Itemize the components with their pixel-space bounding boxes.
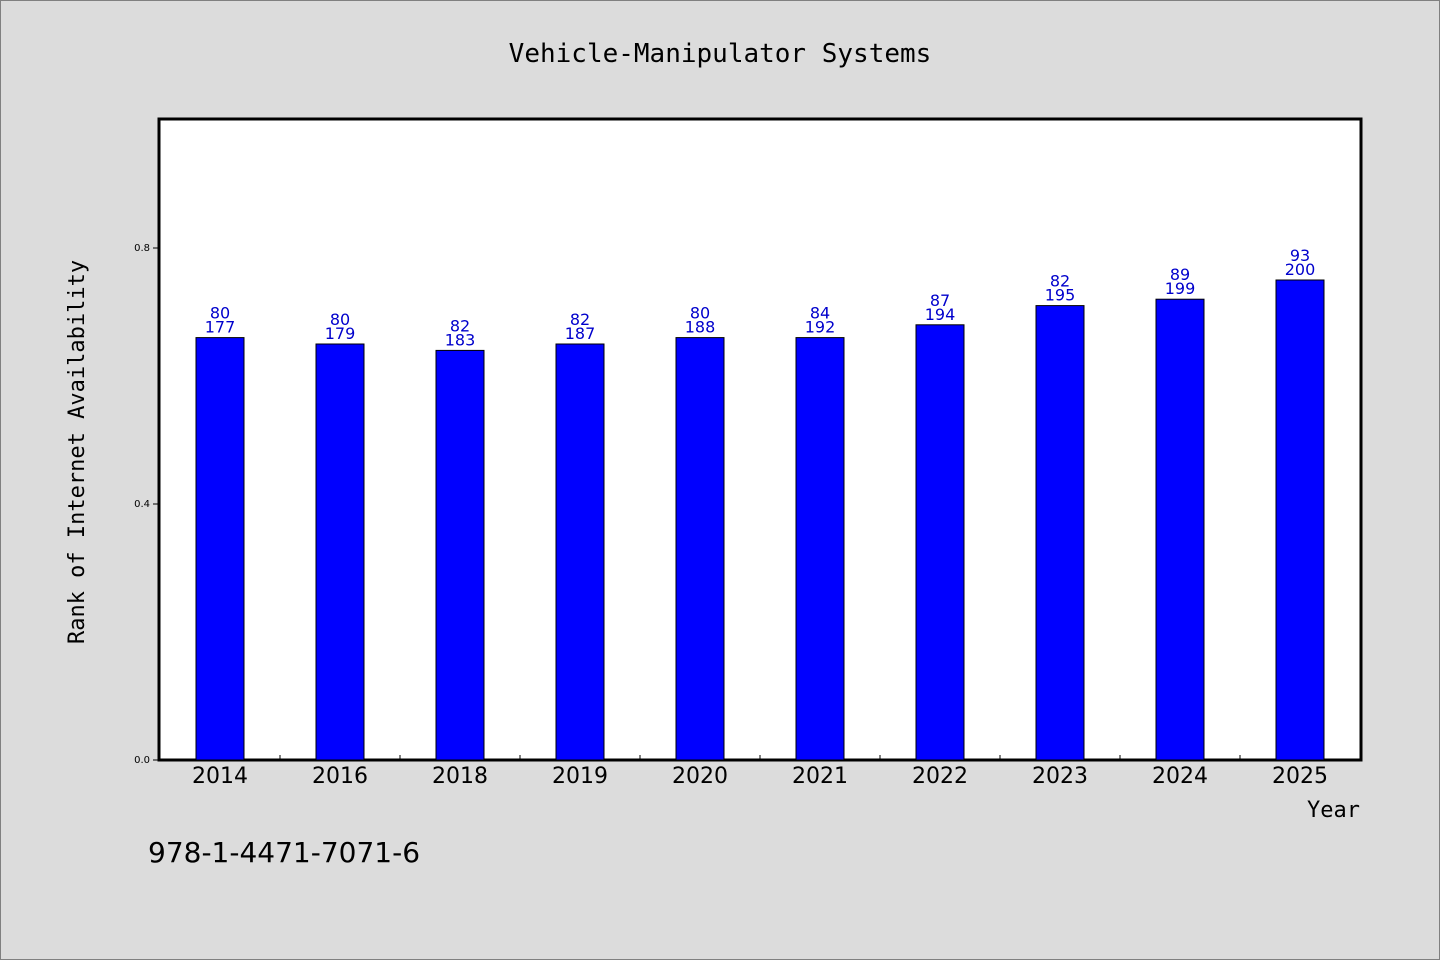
bar-2020	[675, 337, 725, 761]
x-tick-label-2018: 2018	[432, 764, 488, 789]
footer-code: 978-1-4471-7071-6	[148, 836, 420, 869]
data-label-top-2025: 93	[1290, 246, 1310, 265]
data-label-bottom-2024: 199	[1165, 279, 1196, 298]
bar-2024	[1155, 298, 1205, 761]
bar-2019	[555, 343, 605, 761]
x-axis-title: Year	[1307, 798, 1360, 823]
data-label-bottom-2022: 194	[925, 305, 956, 324]
data-label-bottom-2014: 177	[205, 318, 236, 337]
y-axis-ticks: 0.0 0.4 0.8	[134, 243, 160, 766]
x-tick-label-2025: 2025	[1272, 764, 1328, 789]
data-label-top-2022: 87	[930, 291, 950, 310]
data-label-bottom-2018: 183	[445, 330, 476, 349]
chart-title: Vehicle-Manipulator Systems	[509, 39, 932, 69]
data-label-top-2021: 84	[810, 304, 830, 323]
data-label-top-2019: 82	[570, 310, 590, 329]
data-label-top-2020: 80	[690, 304, 710, 323]
y-tick-label-0.4: 0.4	[134, 499, 150, 510]
bar-2025	[1275, 279, 1325, 761]
x-tick-label-2016: 2016	[312, 764, 368, 789]
data-label-bottom-2025: 200	[1285, 260, 1316, 279]
data-label-bottom-2020: 188	[685, 318, 716, 337]
data-label-top-2018: 82	[450, 316, 470, 335]
data-label-bottom-2021: 192	[805, 318, 836, 337]
data-label-bottom-2019: 187	[565, 324, 596, 343]
x-tick-label-2022: 2022	[912, 764, 968, 789]
x-axis-ticks: 2014 2016 2018 2019 2020 2021 2022 2023 2024 2025	[192, 755, 1328, 789]
bar-2022	[915, 324, 965, 761]
x-tick-label-2014: 2014	[192, 764, 248, 789]
data-label-top-2016: 80	[330, 310, 350, 329]
x-tick-label-2021: 2021	[792, 764, 848, 789]
data-label-top-2024: 89	[1170, 265, 1190, 284]
y-axis-title: Rank of Internet Availability	[65, 260, 90, 644]
bar-2023	[1035, 305, 1085, 761]
data-label-top-2014: 80	[210, 304, 230, 323]
data-label-bottom-2016: 179	[325, 324, 356, 343]
bar-2018	[435, 349, 485, 761]
bar-2014	[195, 337, 245, 761]
x-tick-label-2023: 2023	[1032, 764, 1088, 789]
bar-2021	[795, 337, 845, 761]
data-label-top-2023: 82	[1050, 272, 1070, 291]
bars-group	[195, 279, 1325, 761]
bar-2016	[315, 343, 365, 761]
data-label-bottom-2023: 195	[1045, 286, 1076, 305]
y-tick-label-0.8: 0.8	[134, 243, 150, 254]
x-tick-label-2024: 2024	[1152, 764, 1208, 789]
x-tick-label-2020: 2020	[672, 764, 728, 789]
y-tick-label-0.0: 0.0	[134, 755, 150, 766]
x-tick-label-2019: 2019	[552, 764, 608, 789]
